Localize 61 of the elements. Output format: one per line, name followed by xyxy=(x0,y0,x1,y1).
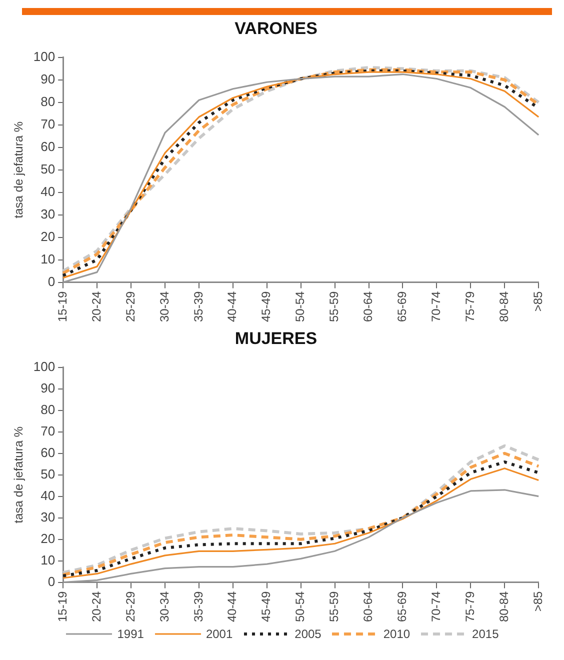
y-tick-label: 50 xyxy=(40,161,56,176)
y-tick-label: 60 xyxy=(40,138,56,154)
y-axis-title: tasa de jefatura % xyxy=(12,426,26,524)
y-tick-label: 30 xyxy=(40,509,56,524)
y-tick-label: 80 xyxy=(40,402,56,417)
legend-label: 2015 xyxy=(472,627,499,641)
x-tick-label: >85 xyxy=(530,290,545,312)
y-tick-label: 40 xyxy=(40,184,56,199)
x-tick-label: 45-49 xyxy=(259,590,274,622)
y-tick-label: 70 xyxy=(40,116,56,132)
x-tick-label: 35-39 xyxy=(191,290,206,322)
x-tick-label: >85 xyxy=(530,590,545,612)
y-tick-label: 90 xyxy=(40,71,56,86)
x-tick-label: 30-34 xyxy=(157,290,172,322)
y-tick-label: 20 xyxy=(40,228,56,244)
x-tick-label: 55-59 xyxy=(327,590,342,622)
y-tick-label: 30 xyxy=(40,206,56,222)
y-tick-label: 80 xyxy=(40,94,56,109)
y-tick-label: 60 xyxy=(40,444,56,460)
y-tick-label: 40 xyxy=(40,488,56,503)
y-tick-label: 70 xyxy=(40,423,56,438)
legend-label: 2010 xyxy=(383,627,410,641)
x-tick-label: 55-59 xyxy=(327,290,342,322)
x-tick-label: 65-69 xyxy=(395,290,410,322)
x-tick-label: 65-69 xyxy=(395,590,410,622)
x-tick-label: 45-49 xyxy=(259,290,274,322)
x-tick-label: 60-64 xyxy=(361,590,376,622)
legend-label: 1991 xyxy=(117,627,144,641)
x-tick-label: 20-24 xyxy=(89,590,104,622)
x-tick-label: 30-34 xyxy=(157,590,172,622)
x-tick-label: 15-19 xyxy=(55,590,70,622)
y-tick-label: 100 xyxy=(33,48,56,64)
x-tick-label: 50-54 xyxy=(293,590,308,622)
y-tick-label: 0 xyxy=(48,274,56,289)
x-tick-label: 40-44 xyxy=(225,290,240,322)
y-axis-title: tasa de jefatura % xyxy=(12,121,26,218)
x-tick-label: 70-74 xyxy=(429,590,444,622)
y-tick-label: 0 xyxy=(48,574,56,589)
chart-title: VARONES xyxy=(234,18,318,38)
y-tick-label: 50 xyxy=(40,466,56,482)
y-tick-label: 10 xyxy=(40,552,56,568)
x-tick-label: 80-84 xyxy=(496,290,511,322)
x-tick-label: 70-74 xyxy=(429,290,444,322)
chart-title: MUJERES xyxy=(234,328,318,348)
x-tick-label: 15-19 xyxy=(55,290,70,322)
x-tick-label: 75-79 xyxy=(462,290,477,322)
x-tick-label: 50-54 xyxy=(293,290,308,322)
x-tick-label: 25-29 xyxy=(123,290,138,322)
y-tick-label: 90 xyxy=(40,380,56,396)
x-tick-label: 40-44 xyxy=(225,590,240,622)
y-tick-label: 10 xyxy=(40,251,56,266)
x-tick-label: 80-84 xyxy=(496,590,511,622)
x-tick-label: 35-39 xyxy=(191,590,206,622)
x-tick-label: 25-29 xyxy=(123,590,138,622)
x-tick-label: 75-79 xyxy=(462,590,477,622)
y-tick-label: 20 xyxy=(40,530,56,546)
x-tick-label: 20-24 xyxy=(89,290,104,322)
y-tick-label: 100 xyxy=(33,358,56,374)
x-tick-label: 60-64 xyxy=(361,290,376,322)
legend-label: 2005 xyxy=(294,627,322,641)
legend-label: 2001 xyxy=(206,627,233,641)
